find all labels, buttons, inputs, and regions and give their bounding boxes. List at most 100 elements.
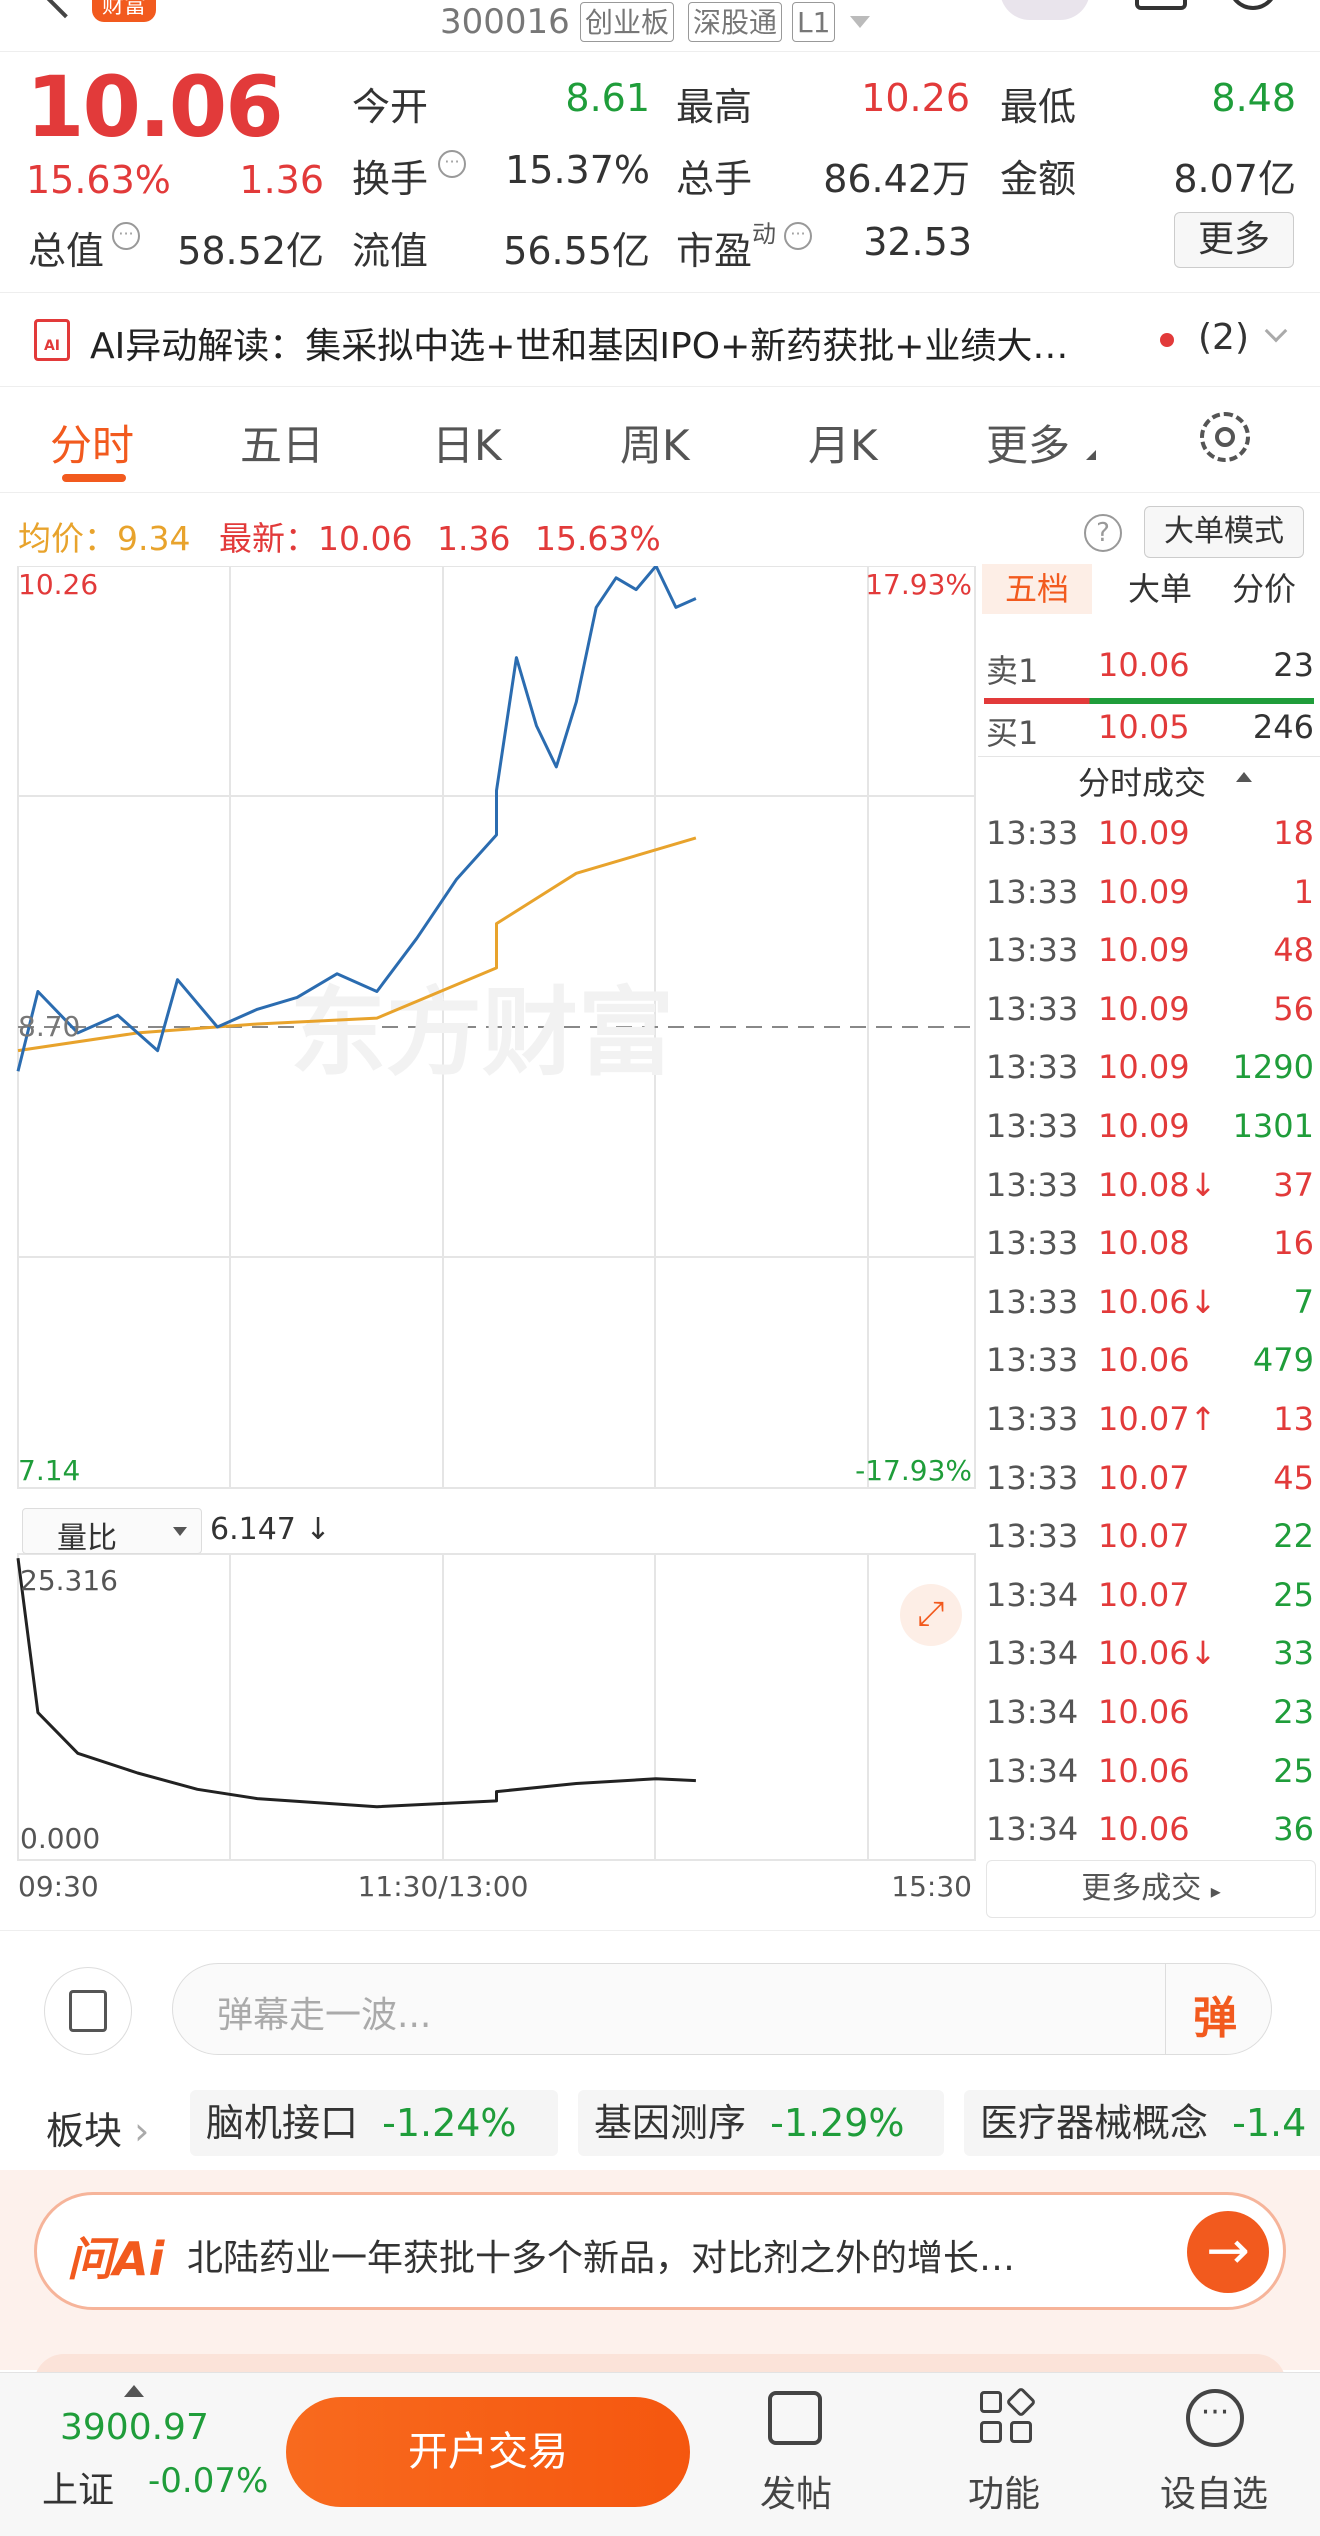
tab-five-day[interactable]: 五日: [240, 421, 325, 470]
pct-y-min: -17.93%: [855, 1454, 972, 1487]
chevron-down-icon[interactable]: [1264, 319, 1288, 343]
volume-y-min: 0.000: [20, 1822, 100, 1855]
big-order-mode-button[interactable]: 大单模式: [1144, 506, 1304, 558]
tick-time: 13:33: [986, 1400, 1079, 1438]
comment-input[interactable]: 弹幕走一波... 弹: [172, 1963, 1272, 2055]
separator: [978, 756, 1320, 757]
apps-icon[interactable]: [980, 2386, 1037, 2445]
avatar[interactable]: [1000, 0, 1090, 20]
tab-five-levels[interactable]: 五档: [982, 564, 1092, 614]
index-name: 上证: [42, 2470, 115, 2511]
sector-chip[interactable]: 基因测序 -1.29%: [578, 2090, 944, 2156]
tick-time: 13:34: [986, 1575, 1079, 1614]
ask-ai-text: 北陆药业一年获批十多个新品，对比剂之外的增长…: [187, 2238, 1016, 2279]
gear-icon[interactable]: [1200, 412, 1250, 462]
tick-time: 13:33: [986, 1517, 1079, 1556]
sector-label-text: 板块: [46, 2109, 123, 2153]
tick-price: 10.06: [1098, 1693, 1190, 1731]
market-cap-info-icon[interactable]: ···: [112, 222, 140, 250]
more-button[interactable]: 更多: [1174, 212, 1294, 268]
tick-row: 13:33 10.09 1301: [984, 1097, 1314, 1155]
tick-volume: 1290: [1232, 1048, 1314, 1087]
index-pct: -0.07%: [148, 2461, 269, 2501]
sector-label[interactable]: 板块 ›: [46, 2100, 149, 2155]
high-value: 10.26: [861, 76, 970, 120]
comment-bar: 弹幕走一波... 弹: [0, 1930, 1320, 2080]
tab-more[interactable]: 更多: [986, 421, 1071, 470]
tab-price-dist[interactable]: 分价: [1231, 570, 1296, 608]
more-ticks-button[interactable]: 更多成交 ▸: [986, 1860, 1316, 1918]
sort-up-icon[interactable]: [1236, 772, 1252, 782]
post-icon[interactable]: [768, 2391, 822, 2445]
wenai-logo: 问Ai: [67, 2232, 165, 2286]
order-book-panel: 五档 大单 分价 卖1 10.06 23 买1 10.05 246 分时成交 1…: [978, 560, 1320, 1930]
tick-volume: 16: [1273, 1224, 1314, 1263]
apps-label[interactable]: 功能: [968, 2474, 1041, 2515]
tab-weekly-k[interactable]: 周K: [620, 421, 690, 470]
tick-price: 10.09: [1098, 814, 1190, 852]
tick-volume: 25: [1273, 1751, 1314, 1790]
ai-insight-text[interactable]: AI异动解读：集采拟中选+世和基因IPO+新药获批+业绩大…: [90, 326, 1069, 367]
tick-price: 10.09: [1098, 1107, 1190, 1145]
indicator-label: 量比: [57, 1521, 117, 1556]
ai-insight-bar[interactable]: AI AI异动解读：集采拟中选+世和基因IPO+新药获批+业绩大… (2): [0, 292, 1320, 387]
price-y-min: 7.14: [18, 1454, 80, 1487]
back-icon[interactable]: [43, 0, 87, 19]
watchlist-label[interactable]: 设自选: [1160, 2474, 1269, 2515]
indicator-value: 6.147 ↓: [210, 1512, 331, 1547]
sector-pct: -1.24%: [382, 2101, 517, 2145]
ai-doc-icon-label: AI: [43, 338, 61, 354]
tick-time: 13:33: [986, 1048, 1079, 1087]
tag-sz-connect: 深股通: [688, 2, 783, 42]
bid-volume: 246: [1252, 708, 1314, 746]
open-label: 今开: [352, 85, 429, 129]
tick-row: 13:33 10.09 56: [984, 980, 1314, 1038]
tick-volume: 18: [1273, 814, 1314, 852]
more-circle-icon[interactable]: ···: [1186, 2389, 1244, 2447]
help-icon[interactable]: ?: [1084, 514, 1122, 552]
latest-price: 10.06: [317, 519, 413, 558]
notes-icon[interactable]: [44, 1967, 132, 2055]
sector-chip[interactable]: 脑机接口 -1.24%: [190, 2090, 558, 2156]
index-value[interactable]: 3900.97: [60, 2407, 209, 2448]
turnover-info-icon[interactable]: ···: [438, 150, 466, 178]
tick-volume: 25: [1273, 1575, 1314, 1614]
price-chart[interactable]: 东方财富 10.26 7.14 8.70 17.93% -17.93% 25.3…: [0, 566, 980, 1996]
volume-lines: [16, 1558, 696, 1809]
tick-volume: 13: [1273, 1400, 1314, 1438]
tick-time: 13:33: [986, 1224, 1079, 1263]
quote-panel: 10.06 15.63% 1.36 今开 8.61 最高 10.26 最低 8.…: [0, 52, 1320, 292]
ask-ai-section: 问Ai 北陆药业一年获批十多个新品，对比剂之外的增长… →: [0, 2170, 1320, 2384]
open-account-button[interactable]: 开户交易: [286, 2397, 690, 2507]
low-value: 8.48: [1211, 76, 1296, 120]
message-icon[interactable]: [1135, 0, 1187, 10]
latest-pct: 15.63%: [534, 519, 661, 558]
latest-change: 1.36: [436, 519, 511, 558]
index-up-icon: [124, 2385, 144, 2397]
chevron-right-icon: ›: [134, 2109, 150, 2153]
tab-daily-k[interactable]: 日K: [432, 421, 502, 470]
danmu-toggle-button[interactable]: 弹: [1193, 1993, 1237, 2044]
arrow-right-icon[interactable]: →: [1187, 2211, 1269, 2293]
tick-price: 10.06: [1098, 1341, 1190, 1380]
tick-volume: 36: [1273, 1810, 1314, 1849]
post-label[interactable]: 发帖: [760, 2474, 833, 2515]
expand-icon[interactable]: ⤢: [900, 1584, 962, 1646]
tick-row: 13:33 10.09 1: [984, 863, 1314, 921]
sector-chip[interactable]: 医疗器械概念 -1.4: [964, 2090, 1320, 2156]
tab-intraday[interactable]: 分时: [50, 421, 135, 470]
tab-big-orders[interactable]: 大单: [1127, 570, 1192, 608]
pe-info-icon[interactable]: ···: [784, 222, 812, 250]
tick-price: 10.06: [1098, 1810, 1190, 1849]
pct-y-max: 17.93%: [865, 568, 972, 601]
open-value: 8.61: [565, 76, 650, 120]
tab-monthly-k[interactable]: 月K: [808, 421, 878, 470]
ask-ai-box[interactable]: 问Ai 北陆药业一年获批十多个新品，对比剂之外的增长… →: [34, 2192, 1286, 2310]
stats-row: 均价：9.34 最新：10.06 1.36 15.63%: [18, 512, 661, 560]
indicator-select[interactable]: 量比: [22, 1508, 202, 1556]
active-tab-indicator: [62, 474, 126, 482]
search-icon[interactable]: [1228, 0, 1278, 10]
tick-time: 13:33: [986, 1341, 1079, 1380]
turnover-value: 15.37%: [505, 148, 650, 192]
dropdown-icon[interactable]: [850, 16, 870, 28]
